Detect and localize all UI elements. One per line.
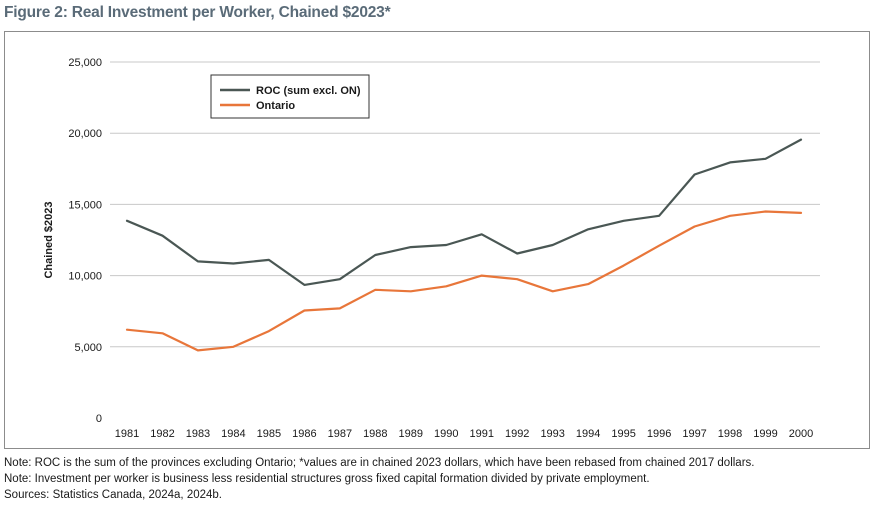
- y-tick-label: 20,000: [68, 128, 102, 140]
- x-tick-label: 1993: [540, 428, 564, 440]
- series-line-roc: [125, 138, 803, 286]
- x-tick-label: 1997: [682, 428, 706, 440]
- x-tick-label: 1996: [647, 428, 671, 440]
- y-tick-label: 0: [96, 413, 102, 425]
- legend-box: [210, 74, 370, 119]
- legend-label-roc: ROC (sum excl. ON): [256, 85, 361, 97]
- y-tick-label: 10,000: [68, 271, 102, 283]
- x-tick-label: 2000: [789, 428, 813, 440]
- note-investment: Note: Investment per worker is business …: [4, 473, 650, 485]
- x-tick-label: 1995: [611, 428, 635, 440]
- x-tick-label: 1991: [469, 428, 493, 440]
- x-tick-label: 1982: [150, 428, 174, 440]
- x-tick-label: 1999: [753, 428, 777, 440]
- note-roc: Note: ROC is the sum of the provinces ex…: [4, 457, 755, 469]
- x-tick-label: 1983: [186, 428, 210, 440]
- x-tick-label: 1992: [505, 428, 529, 440]
- y-tick-label: 15,000: [68, 199, 102, 211]
- x-tick-label: 1986: [292, 428, 316, 440]
- x-tick-label: 1989: [399, 428, 423, 440]
- legend-label-ontario: Ontario: [256, 100, 295, 112]
- x-tick-label: 1984: [221, 428, 245, 440]
- x-tick-label: 1987: [328, 428, 352, 440]
- figure-title: Figure 2: Real Investment per Worker, Ch…: [4, 4, 391, 21]
- legend: ROC (sum excl. ON) Ontario: [210, 74, 370, 119]
- x-tick-label: 1988: [363, 428, 387, 440]
- note-sources: Sources: Statistics Canada, 2024a, 2024b…: [4, 489, 223, 501]
- figure-notes: Note: ROC is the sum of the provinces ex…: [4, 455, 754, 503]
- x-tick-label: 1998: [718, 428, 742, 440]
- x-tick-label: 1990: [434, 428, 458, 440]
- x-axis-ticks: 1981 1982 1983 1984 1985 1986 1987 1988 1989 1990…: [115, 428, 813, 440]
- y-axis-ticks: 0 5,000 10,000 15,000 20,000 25,000: [68, 57, 102, 425]
- chart-frame: [4, 31, 870, 449]
- y-tick-label: 25,000: [68, 57, 102, 69]
- series-line-ontario: [125, 210, 803, 352]
- series-lines: [125, 138, 803, 352]
- x-tick-label: 1981: [115, 428, 139, 440]
- y-axis-label: Chained $2023: [43, 201, 55, 278]
- x-tick-label: 1994: [576, 428, 600, 440]
- y-tick-label: 5,000: [74, 342, 102, 354]
- x-tick-label: 1985: [257, 428, 281, 440]
